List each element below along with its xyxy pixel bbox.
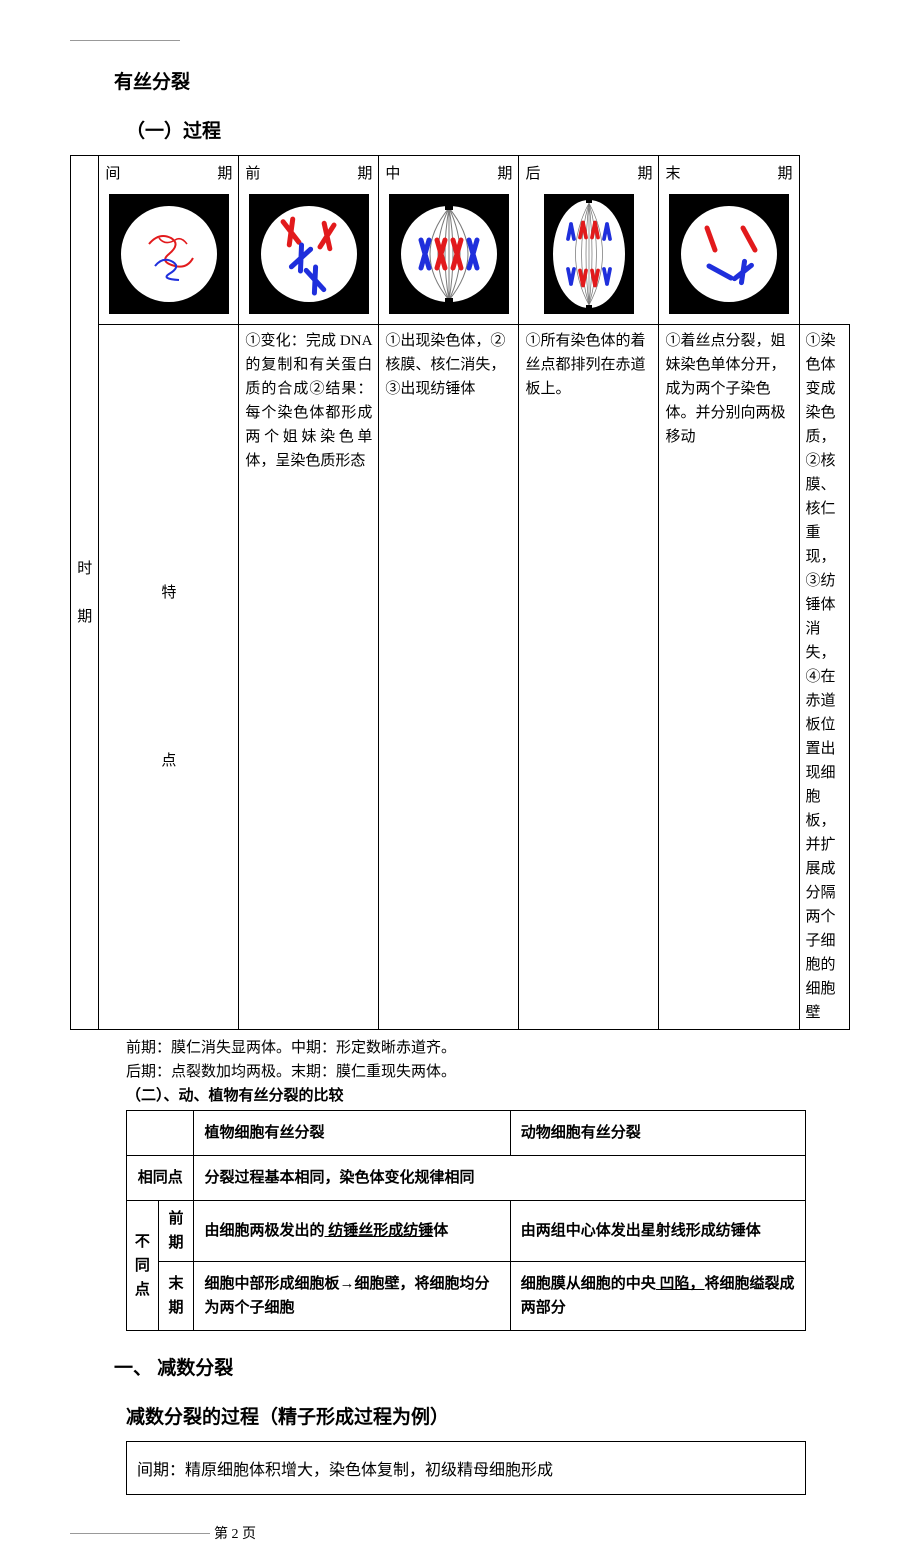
compare-blank-head [127, 1111, 194, 1156]
phase-head-4: 末期 [659, 156, 799, 325]
section-2-title: （二）、动、植物有丝分裂的比较 [126, 1084, 850, 1108]
phase-img-interphase [105, 194, 232, 320]
compare-telophase-label: 末期 [158, 1262, 194, 1331]
phase-feature-1: ①出现染色体，②核膜、核仁消失，③出现纺锤体 [379, 325, 519, 1030]
meiosis-process-box: 间期：精原细胞体积增大，染色体复制，初级精母细胞形成 [126, 1441, 806, 1495]
page-footer: 第 2 页 [70, 1523, 850, 1543]
page-number: 第 2 页 [214, 1523, 256, 1543]
section-1-title: （一）过程 [126, 116, 850, 143]
row-label-period: 时 期 [71, 156, 99, 1030]
phase-head-3: 后期 [519, 156, 659, 325]
title-meiosis: 一、 减数分裂 [114, 1353, 850, 1380]
mnemonic-line-2: 后期：点裂数加均两极。末期：膜仁重现失两体。 [126, 1060, 850, 1084]
compare-telophase-plant: 细胞中部形成细胞板→细胞壁，将细胞均分为两个子细胞 [194, 1262, 510, 1331]
phase-head-0: 间期 [99, 156, 239, 325]
compare-col-plant: 植物细胞有丝分裂 [194, 1111, 510, 1156]
compare-prophase-plant: 由细胞两极发出的 纺锤丝形成纺锤体 [194, 1201, 510, 1262]
phase-head-1: 前期 [239, 156, 379, 325]
meiosis-sub: 减数分裂的过程（精子形成过程为例） [126, 1402, 850, 1429]
compare-table: 植物细胞有丝分裂 动物细胞有丝分裂 相同点 分裂过程基本相同，染色体变化规律相同… [126, 1110, 806, 1331]
phase-img-anaphase [525, 194, 652, 320]
footer-rule [70, 1533, 210, 1534]
title-mitosis: 有丝分裂 [114, 67, 850, 94]
mnemonic-block: 前期：膜仁消失显两体。中期：形定数晰赤道齐。 后期：点裂数加均两极。末期：膜仁重… [126, 1036, 850, 1108]
compare-row-diff-label: 不同点 [127, 1201, 159, 1331]
compare-row-same-text: 分裂过程基本相同，染色体变化规律相同 [194, 1156, 806, 1201]
compare-prophase-label: 前期 [158, 1201, 194, 1262]
compare-col-animal: 动物细胞有丝分裂 [510, 1111, 805, 1156]
phase-img-telophase [665, 194, 792, 320]
phase-img-prophase [245, 194, 372, 320]
compare-prophase-animal: 由两组中心体发出星射线形成纺锤体 [510, 1201, 805, 1262]
mnemonic-line-1: 前期：膜仁消失显两体。中期：形定数晰赤道齐。 [126, 1036, 850, 1060]
phase-feature-4: ①染色体变成染色质， ②核膜、核仁重现，③纺锤体消失，④在赤道板位置出现细胞板，… [799, 325, 850, 1030]
phase-head-2: 中期 [379, 156, 519, 325]
compare-row-same-label: 相同点 [127, 1156, 194, 1201]
phases-table: 时 期 间期 前期 [70, 155, 850, 1030]
top-rule [70, 40, 180, 41]
meiosis-box-text: 间期：精原细胞体积增大，染色体复制，初级精母细胞形成 [137, 1462, 553, 1479]
row-label-feature: 特 点 [99, 325, 239, 1030]
phase-feature-2: ①所有染色体的着丝点都排列在赤道板上。 [519, 325, 659, 1030]
compare-telophase-animal: 细胞膜从细胞的中央 凹陷，将细胞缢裂成两部分 [510, 1262, 805, 1331]
phase-feature-0: ①变化：完成 DNA 的复制和有关蛋白质的合成②结果：每个染色体都形成两个姐妹染… [239, 325, 379, 1030]
phase-img-metaphase [385, 194, 512, 320]
phase-feature-3: ①着丝点分裂，姐妹染色单体分开，成为两个子染色体。并分别向两极移动 [659, 325, 799, 1030]
